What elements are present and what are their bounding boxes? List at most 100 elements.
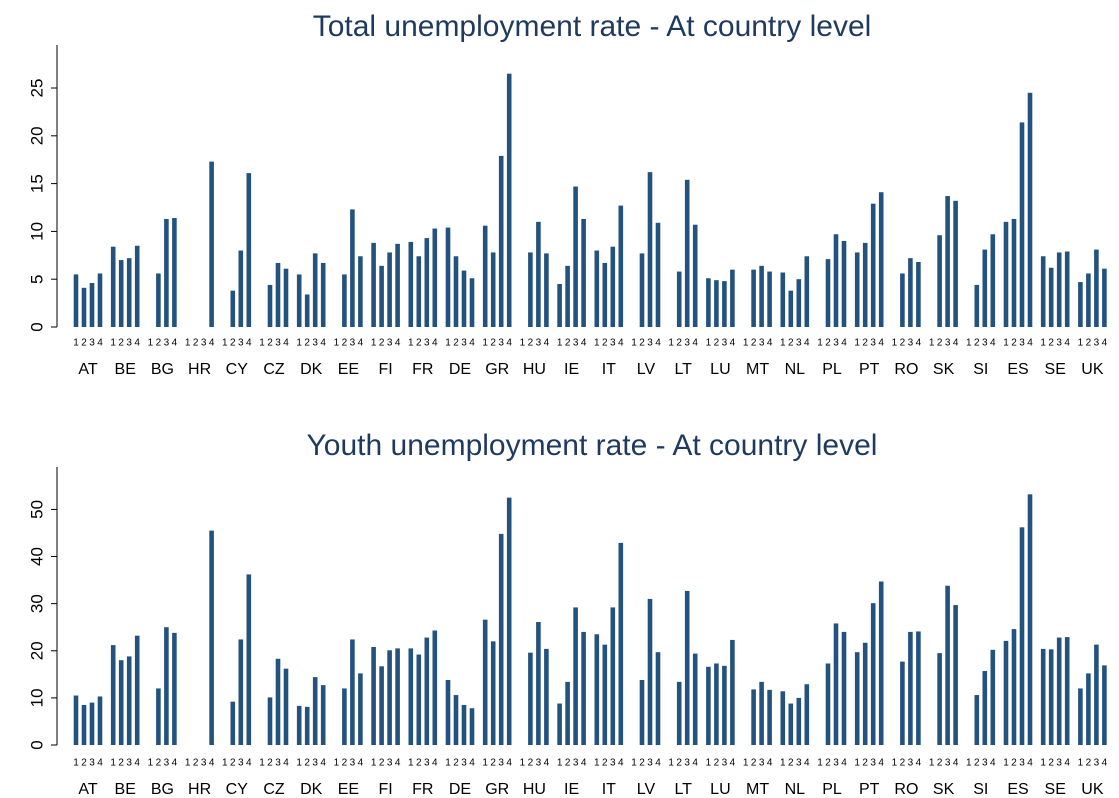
sub-tick-label: 2	[639, 338, 645, 349]
bar	[453, 256, 459, 327]
x-tick-label: EE	[338, 781, 359, 798]
sub-tick-label: 1	[185, 758, 191, 769]
x-tick-label: LV	[637, 781, 656, 798]
bar	[172, 218, 177, 327]
sub-tick-label: 3	[536, 758, 542, 769]
bar	[1064, 251, 1070, 327]
x-tick-label: AT	[78, 361, 97, 378]
sub-tick-label: 4	[730, 758, 736, 769]
sub-tick-label: 2	[639, 758, 645, 769]
bar	[296, 705, 302, 745]
sub-tick-label: 3	[759, 338, 765, 349]
x-tick-label: MT	[746, 781, 769, 798]
sub-tick-label: 3	[126, 758, 132, 769]
bar	[358, 256, 363, 327]
sub-tick-label: 4	[209, 338, 215, 349]
sub-tick-label: 2	[81, 758, 87, 769]
bar	[945, 585, 950, 745]
x-tick-label: MT	[746, 361, 769, 378]
sub-tick-label: 4	[804, 758, 810, 769]
sub-tick-label: 3	[536, 338, 542, 349]
bar	[544, 648, 549, 745]
bar	[908, 258, 913, 327]
bar	[1011, 629, 1017, 745]
sub-tick-label: 2	[379, 758, 385, 769]
bar	[320, 262, 326, 327]
bar	[379, 265, 384, 327]
sub-tick-label: 2	[453, 338, 459, 349]
bar	[81, 287, 87, 327]
chart-title: Total unemployment rate - At country lev…	[313, 10, 872, 43]
sub-tick-label: 2	[490, 758, 496, 769]
sub-tick-label: 3	[350, 758, 356, 769]
sub-tick-label: 1	[482, 758, 488, 769]
sub-tick-label: 1	[743, 758, 749, 769]
bar	[97, 273, 103, 327]
bar	[1019, 122, 1025, 327]
bar	[557, 703, 562, 745]
x-tick-label: SE	[1045, 781, 1066, 798]
sub-tick-label: 2	[937, 338, 943, 349]
bar	[342, 688, 347, 745]
sub-tick-label: 1	[1078, 338, 1084, 349]
bar	[350, 209, 355, 327]
sub-tick-label: 3	[573, 758, 579, 769]
bar	[134, 635, 140, 745]
sub-tick-label: 1	[73, 758, 79, 769]
sub-tick-label: 1	[966, 338, 972, 349]
bar	[1056, 252, 1062, 327]
sub-tick-label: 2	[528, 338, 534, 349]
bar	[618, 542, 624, 745]
sub-tick-label: 3	[610, 338, 616, 349]
bar	[759, 265, 764, 327]
bar	[684, 179, 690, 327]
sub-tick-label: 1	[334, 338, 340, 349]
bar	[1040, 256, 1046, 327]
sub-tick-label: 1	[929, 758, 935, 769]
bar	[97, 696, 103, 745]
sub-tick-label: 4	[990, 338, 996, 349]
sub-tick-label: 2	[974, 338, 980, 349]
sub-tick-label: 4	[172, 758, 178, 769]
x-tick-label: LT	[674, 781, 692, 798]
bar	[482, 619, 488, 745]
bar	[610, 607, 616, 745]
bar	[982, 671, 988, 745]
x-tick-label: SK	[933, 361, 955, 378]
sub-tick-label: 1	[520, 338, 526, 349]
bar	[246, 173, 252, 327]
bar	[1056, 637, 1062, 745]
bar	[371, 242, 376, 327]
bar	[445, 679, 451, 745]
bar	[916, 261, 921, 327]
x-tick-label: SI	[973, 361, 988, 378]
sub-tick-label: 4	[841, 758, 847, 769]
sub-tick-label: 2	[379, 338, 385, 349]
bar	[916, 631, 921, 745]
sub-tick-label: 3	[387, 338, 393, 349]
sub-tick-label: 3	[1094, 758, 1100, 769]
bar	[908, 631, 913, 745]
bar	[1003, 221, 1009, 327]
bar	[498, 533, 504, 745]
sub-tick-label: 4	[320, 338, 326, 349]
bar	[937, 235, 942, 327]
sub-tick-label: 4	[246, 338, 252, 349]
bar	[862, 642, 868, 745]
bar	[647, 172, 653, 327]
bar	[767, 689, 772, 745]
sub-tick-label: 4	[841, 338, 847, 349]
sub-tick-label: 2	[751, 338, 757, 349]
bar	[1064, 637, 1070, 745]
bar	[312, 677, 318, 745]
bar	[490, 641, 496, 745]
bar	[870, 603, 876, 745]
bar	[676, 681, 682, 745]
sub-tick-label: 2	[788, 758, 794, 769]
bar	[573, 607, 578, 745]
sub-tick-label: 4	[692, 758, 698, 769]
x-tick-label: CY	[226, 781, 249, 798]
sub-tick-label: 4	[916, 758, 922, 769]
bar	[118, 660, 124, 745]
bar	[498, 155, 504, 327]
